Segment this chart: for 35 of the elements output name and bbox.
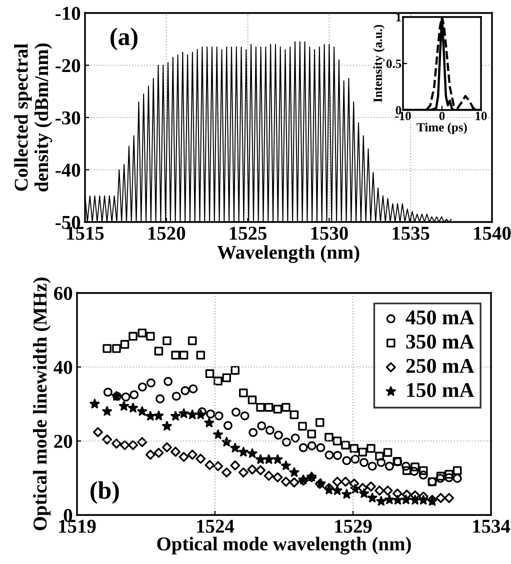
y-axis-title: Intensity (a.u.) bbox=[373, 24, 385, 102]
y-tick-label: -50 bbox=[56, 216, 80, 229]
legend-label: 350 mA bbox=[406, 334, 474, 349]
y-axis-title: Collected spectral density (dBm/nm) bbox=[14, 44, 52, 192]
x-axis-title: Time (ps) bbox=[416, 122, 467, 134]
x-tick-label: 10 bbox=[476, 112, 487, 120]
x-tick-label: 1535 bbox=[392, 226, 430, 240]
legend-label: 450 mA bbox=[406, 310, 474, 324]
y-axis-title: Optical mode linewidth (MHz) bbox=[32, 278, 51, 530]
legend-label: 250 mA bbox=[406, 358, 474, 373]
x-tick-label: 1540 bbox=[474, 226, 511, 240]
x-tick-label: 0 bbox=[439, 112, 445, 120]
y-tick-label: -30 bbox=[56, 111, 80, 124]
y-tick-label: 0.5 bbox=[386, 60, 402, 68]
y-tick-label: 20 bbox=[54, 434, 72, 448]
x-tick-label: 1524 bbox=[197, 520, 234, 533]
y-tick-label: -20 bbox=[56, 59, 80, 72]
y-tick-label: 40 bbox=[54, 360, 72, 374]
annotation: (a) bbox=[110, 28, 138, 50]
annotation: (b) bbox=[90, 481, 119, 504]
x-tick-label: 1519 bbox=[59, 520, 96, 533]
x-tick-label: 1515 bbox=[67, 226, 104, 240]
y-tick-label: -40 bbox=[56, 164, 80, 177]
y-tick-label: 0 bbox=[64, 508, 72, 522]
x-axis-title: Optical mode wavelength (nm) bbox=[157, 536, 411, 555]
y-tick-label: 60 bbox=[54, 286, 72, 300]
x-axis-title: Wavelength (nm) bbox=[217, 245, 360, 263]
legend-label: 150 mA bbox=[407, 383, 474, 398]
x-tick-label: 1534 bbox=[473, 520, 510, 533]
x-tick-label: 1530 bbox=[311, 226, 348, 240]
y-tick-label: 1 bbox=[396, 13, 401, 22]
x-tick-label: 1520 bbox=[148, 226, 186, 240]
x-tick-label: 1529 bbox=[335, 520, 372, 533]
x-tick-label: 1525 bbox=[230, 226, 267, 240]
y-tick-label: -10 bbox=[56, 6, 80, 20]
